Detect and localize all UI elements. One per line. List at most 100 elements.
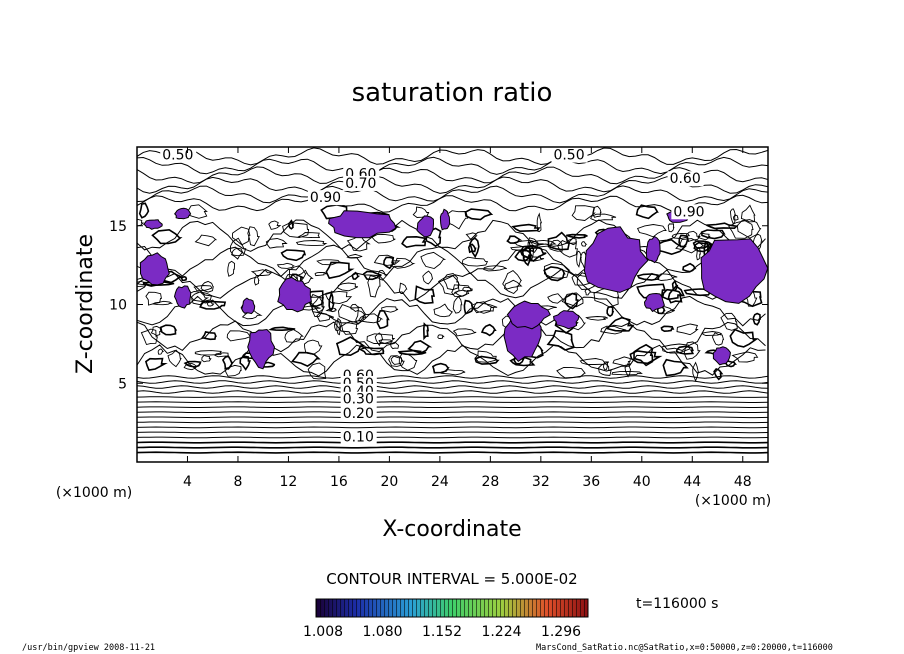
colorbar-frame <box>315 598 589 618</box>
contour-line <box>528 239 557 248</box>
contour-line <box>657 305 666 315</box>
contour-line <box>296 269 314 285</box>
contour-line <box>350 303 362 313</box>
contour-label-bg <box>343 175 380 191</box>
contour-label: 0.10 <box>343 430 374 446</box>
x-tick-label: 16 <box>330 474 348 490</box>
contour-labels: 0.500.500.600.700.600.900.900.600.500.40… <box>160 147 708 446</box>
contour-line <box>660 325 675 333</box>
contour-line <box>693 241 710 253</box>
contour-line <box>378 339 394 345</box>
colorbar: 1.008 1.080 1.152 1.224 1.296 <box>303 598 589 640</box>
contour-line <box>194 234 218 247</box>
colorbar-label: 1.296 <box>541 624 581 640</box>
supersaturated-region <box>277 276 312 313</box>
contour-line <box>442 273 460 291</box>
contour-line <box>462 286 473 292</box>
contour-line <box>201 355 212 363</box>
contour-line <box>157 348 164 355</box>
contour-line <box>201 330 217 341</box>
contour-line <box>254 276 260 286</box>
contour-line <box>137 375 768 379</box>
contour-line <box>729 208 736 225</box>
contour-line <box>367 275 381 298</box>
x-tick-label: 28 <box>481 474 499 490</box>
contour-line <box>137 401 768 404</box>
contour-line <box>633 343 654 367</box>
x-tick-label: 40 <box>633 474 651 490</box>
contour-line <box>137 390 768 394</box>
contour-line <box>137 426 768 429</box>
contour-line <box>431 362 450 374</box>
contour-line <box>389 257 416 269</box>
contour-label-bg <box>671 204 708 220</box>
contour-line <box>635 204 659 220</box>
contour-line <box>713 368 724 381</box>
contour-line <box>579 358 610 365</box>
x-axis-label: X-coordinate <box>382 517 521 542</box>
contour-line <box>137 380 768 384</box>
contour-line <box>137 431 768 434</box>
contour-line <box>661 288 683 301</box>
contour-label-bg <box>340 405 377 421</box>
contour-line <box>422 270 434 285</box>
contour-line <box>581 241 588 247</box>
contour-line <box>334 320 342 332</box>
contour-line <box>629 350 663 365</box>
contour-line <box>567 237 578 246</box>
contour-line <box>682 262 697 273</box>
contour-line <box>547 293 565 304</box>
contour-line <box>671 232 690 239</box>
contour-line <box>667 223 675 233</box>
contour-line <box>692 240 711 249</box>
contour-line <box>463 299 476 315</box>
contour-line <box>374 332 384 347</box>
contour-line <box>137 411 768 413</box>
contour-line <box>506 235 523 244</box>
contour-line <box>371 233 396 244</box>
contour-line <box>231 247 244 260</box>
contour-line <box>200 280 214 293</box>
contour-line <box>247 226 260 247</box>
contour-line <box>137 280 148 288</box>
contour-line <box>335 336 367 357</box>
contour-line <box>290 351 321 368</box>
contour-line <box>685 230 701 242</box>
contour-line <box>606 305 615 318</box>
contour-line <box>159 324 178 336</box>
contour-line <box>137 175 768 194</box>
contour-line <box>706 222 739 230</box>
contour-line <box>711 332 725 346</box>
contour-line <box>511 223 541 233</box>
y-axis-label: Z-coordinate <box>73 234 98 374</box>
contour-line <box>452 328 477 337</box>
contour-line <box>483 265 507 272</box>
contour-line <box>676 323 699 336</box>
contour-line <box>469 237 480 259</box>
contour-line <box>324 290 353 305</box>
contour-line <box>473 301 498 314</box>
contour-line <box>731 351 759 363</box>
contour-label: 0.60 <box>670 171 701 187</box>
supersaturated-region <box>328 210 397 239</box>
contour-line <box>373 254 401 266</box>
contour-line <box>624 362 632 378</box>
supersaturated-region <box>583 226 649 293</box>
contour-line <box>600 325 627 335</box>
supersaturated-region <box>553 310 580 330</box>
contour-lines <box>137 147 768 454</box>
contour-label: 0.20 <box>343 406 374 422</box>
contour-line <box>576 250 582 268</box>
contour-line <box>227 260 236 277</box>
contour-line <box>183 362 198 371</box>
contour-line <box>137 194 768 213</box>
contour-interval: CONTOUR INTERVAL = 5.000E-02 <box>326 570 577 588</box>
supersaturated-region <box>416 215 435 238</box>
contour-line <box>437 334 445 340</box>
colorbar-label: 1.224 <box>481 624 521 640</box>
contour-line <box>480 323 497 337</box>
footer-right: MarsCond_SatRatio.nc@SatRatio,x=0:50000,… <box>536 643 833 653</box>
contour-line <box>137 396 768 398</box>
contour-line <box>509 356 536 367</box>
